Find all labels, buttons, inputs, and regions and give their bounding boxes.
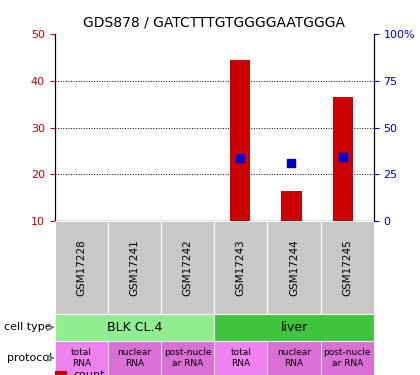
Bar	[320, 221, 374, 314]
Text: liver: liver	[281, 321, 307, 334]
Point	[288, 160, 295, 166]
Text: total
RNA: total RNA	[230, 348, 251, 368]
Title: GDS878 / GATCTTTGTGGGGAATGGGA: GDS878 / GATCTTTGTGGGGAATGGGA	[83, 16, 345, 30]
Text: GSM17228: GSM17228	[76, 239, 86, 296]
Bar	[55, 314, 214, 341]
Text: GSM17243: GSM17243	[236, 239, 246, 296]
Text: GSM17244: GSM17244	[289, 239, 299, 296]
Text: count: count	[73, 369, 105, 375]
Text: protocol: protocol	[7, 353, 52, 363]
Bar	[55, 221, 108, 314]
Bar	[268, 221, 320, 314]
Bar	[161, 341, 214, 375]
Text: total
RNA: total RNA	[71, 348, 92, 368]
Text: nuclear
RNA: nuclear RNA	[118, 348, 151, 368]
Text: cell type: cell type	[4, 322, 52, 332]
Text: BLK CL.4: BLK CL.4	[107, 321, 162, 334]
Text: post-nucle
ar RNA: post-nucle ar RNA	[164, 348, 211, 368]
Text: GSM17241: GSM17241	[129, 239, 139, 296]
Bar	[214, 221, 268, 314]
Bar	[230, 60, 250, 221]
Bar	[333, 97, 353, 221]
Bar	[281, 191, 302, 221]
Bar	[214, 341, 268, 375]
Bar	[55, 341, 108, 375]
Point	[339, 154, 346, 160]
Bar	[108, 341, 161, 375]
Bar	[108, 221, 161, 314]
Text: post-nucle
ar RNA: post-nucle ar RNA	[323, 348, 371, 368]
Bar	[320, 341, 374, 375]
Bar	[214, 314, 374, 341]
Text: GSM17245: GSM17245	[342, 239, 352, 296]
Bar	[55, 371, 66, 375]
Text: GSM17242: GSM17242	[183, 239, 193, 296]
Text: nuclear
RNA: nuclear RNA	[277, 348, 311, 368]
Point	[236, 154, 243, 160]
Bar	[161, 221, 214, 314]
Bar	[268, 341, 320, 375]
